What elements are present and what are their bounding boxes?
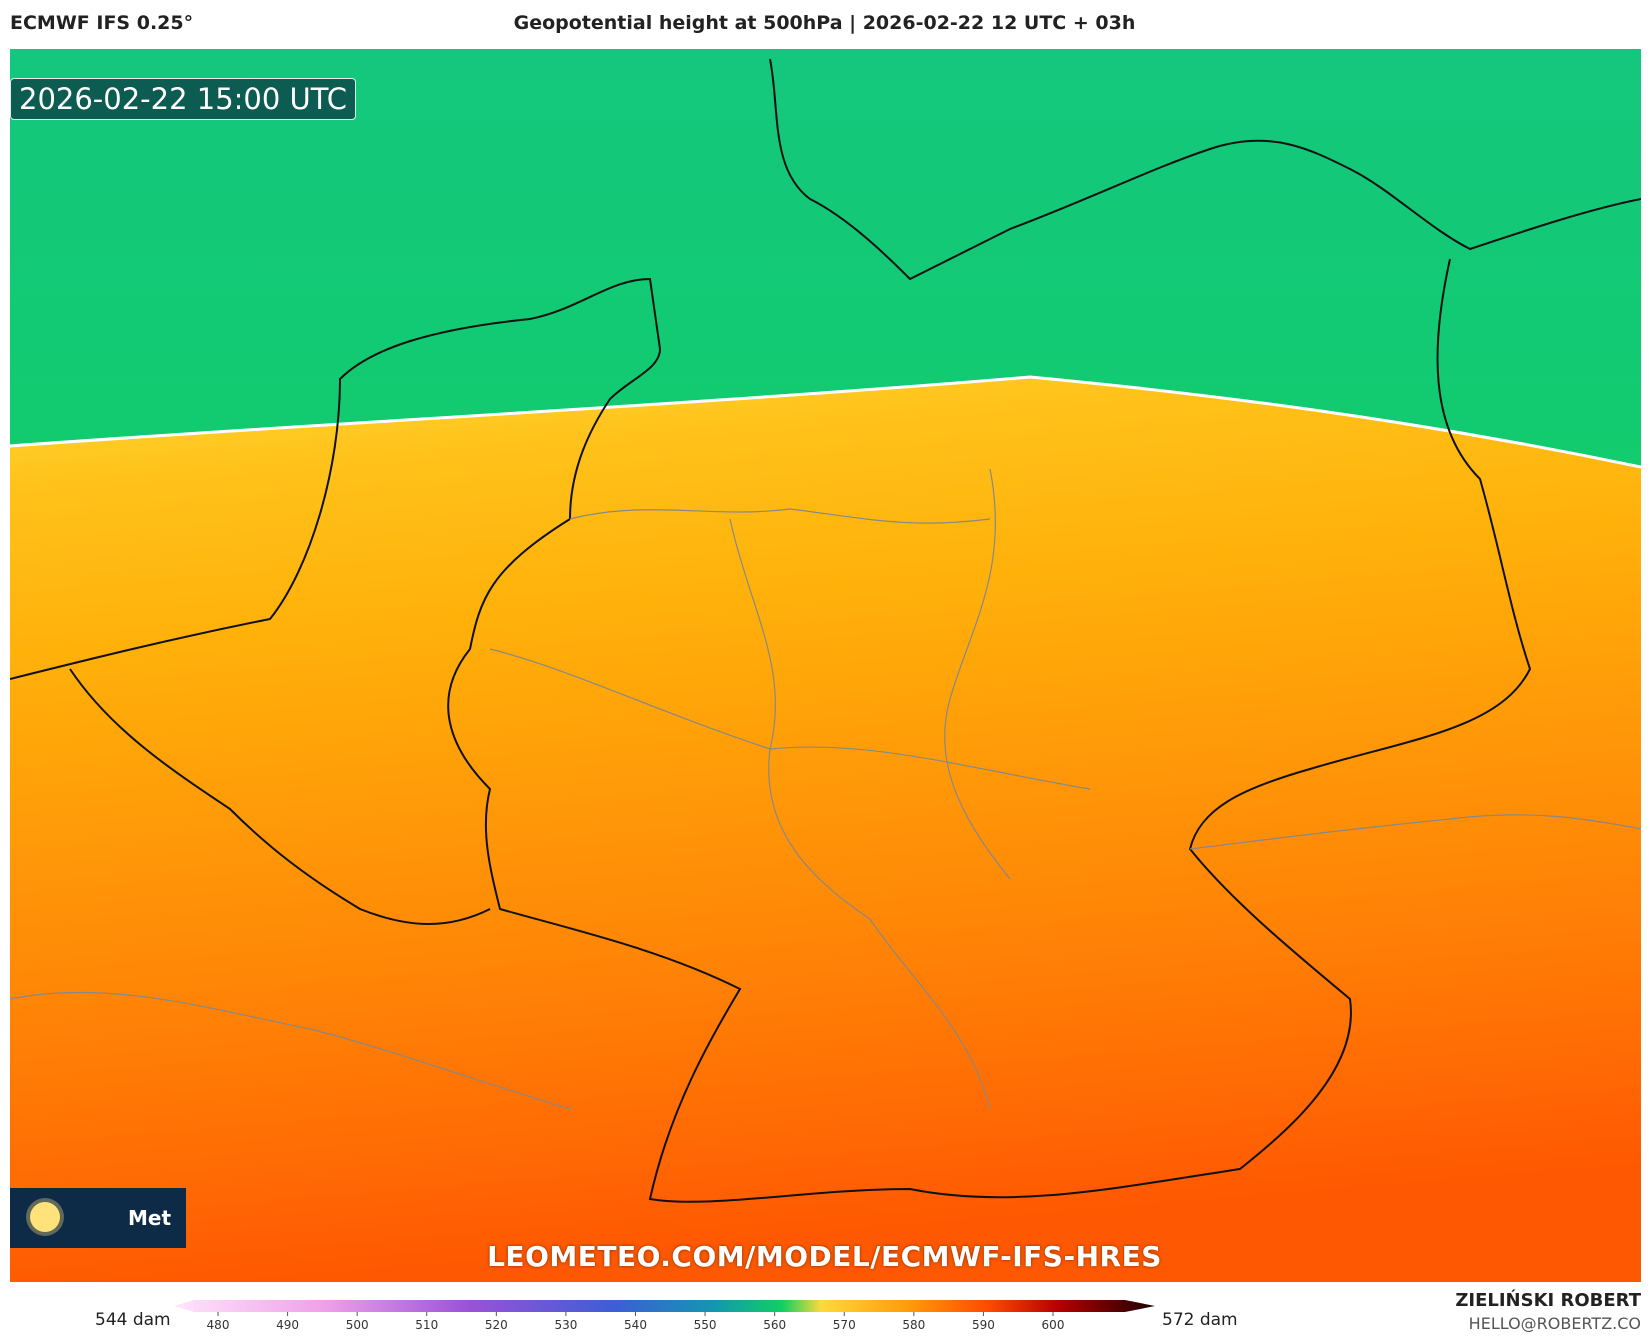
colorbar-tick-label: 520 (485, 1318, 508, 1332)
colorbar: 480 490 500 510 520 530 540 550 560 570 580 590 600 (174, 1300, 1155, 1332)
colorbar-tick-label: 490 (276, 1318, 299, 1332)
timestamp: 2026-02-22 15:00 UTC (10, 78, 357, 120)
logo-text: Met (128, 1206, 172, 1230)
borders (10, 468, 1641, 1110)
colorbar-tick-label: 550 (694, 1318, 717, 1332)
colorbar-min-label: 544 dam (95, 1310, 171, 1330)
warm-field (10, 377, 1641, 1282)
contour-line (10, 375, 1641, 469)
colorbar-tick-label: 540 (624, 1318, 647, 1332)
colorbar-tick-label: 530 (554, 1318, 577, 1332)
colorbar-tick-label: 580 (902, 1318, 925, 1332)
logo: Met (10, 1188, 186, 1248)
author: ZIELIŃSKI ROBERT (1455, 1290, 1641, 1311)
map-title: Geopotential height at 500hPa | 2026-02-… (513, 12, 1136, 34)
colorbar-ramp (174, 1300, 1155, 1312)
logo-icon (30, 1202, 60, 1232)
colorbar-max-label: 572 dam (1162, 1310, 1238, 1330)
colorbar-tick-label: 480 (207, 1318, 230, 1332)
colorbar-ticks: 480 490 500 510 520 530 540 550 560 570 580 590 600 (207, 1312, 1065, 1332)
email: HELLO@ROBERTZ.CO (1468, 1314, 1641, 1333)
colorbar-tick-label: 510 (415, 1318, 438, 1332)
colorbar-tick-label: 570 (833, 1318, 856, 1332)
colorbar-tick-label: 500 (346, 1318, 369, 1332)
colorbar-tick-label: 590 (972, 1318, 995, 1332)
colorbar-tick-label: 600 (1042, 1318, 1065, 1332)
coastlines (10, 58, 1641, 1203)
model-name: ECMWF IFS 0.25° (10, 12, 194, 34)
colorbar-tick-label: 560 (763, 1318, 786, 1332)
map (10, 49, 1641, 1282)
watermark: LEOMETEO.COM/MODEL/ECMWF-IFS-HRES (487, 1240, 1162, 1273)
